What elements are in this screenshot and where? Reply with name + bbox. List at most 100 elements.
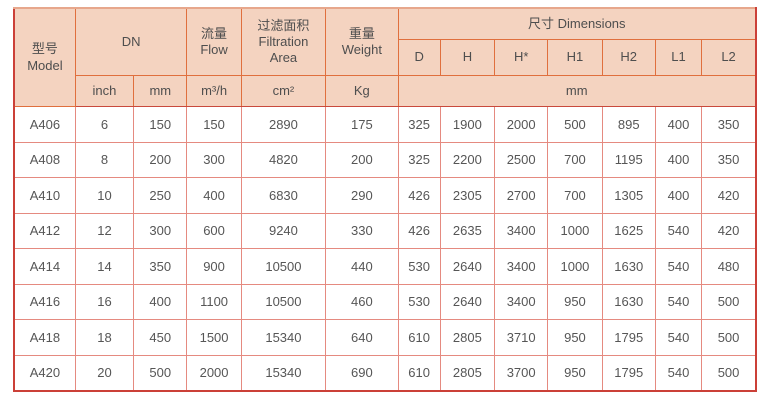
cell-h-star: 2500 [494,141,549,178]
cell-h2: 1630 [601,248,656,285]
cell-h: 2200 [439,141,496,178]
cell-h2: 1795 [601,319,656,356]
cell-h1: 950 [547,354,603,392]
cell-h1: 700 [547,141,603,178]
header-model-en: Model [27,57,63,73]
cell-weight: 460 [325,283,399,320]
unit-flow: m³/h [186,75,242,107]
header-dimensions: 尺寸 Dimensions [397,7,757,40]
cell-flow: 400 [186,177,242,214]
cell-dn-mm: 300 [133,212,188,249]
cell-filtration-area: 15340 [240,319,327,356]
header-weight-zh: 重量 [348,25,375,41]
cell-h2: 1305 [601,177,656,214]
cell-weight: 200 [325,141,399,178]
cell-dn-inch: 10 [74,177,135,214]
spec-table: 型号 Model DN 流量 Flow 过滤面积 Filtration Area… [13,7,757,392]
cell-l2: 480 [701,248,757,285]
header-col-l2: L2 [701,39,757,76]
cell-h: 1900 [439,106,496,143]
cell-dn-mm: 200 [133,141,188,178]
cell-dn-inch: 18 [74,319,135,356]
spec-table-header: 型号 Model DN 流量 Flow 过滤面积 Filtration Area… [13,7,757,107]
cell-dn-inch: 12 [74,212,135,249]
header-weight-en: Weight [341,42,382,57]
header-col-l1: L1 [654,39,703,76]
header-col-h1: H1 [547,39,603,76]
cell-h2: 1625 [601,212,656,249]
cell-l1: 400 [654,106,703,143]
cell-flow: 300 [186,141,242,178]
cell-dn-mm: 500 [133,354,188,392]
cell-h2: 1630 [601,283,656,320]
header-flow: 流量 Flow [186,7,242,76]
cell-h-star: 3400 [494,248,549,285]
cell-model: A412 [13,212,76,249]
cell-l1: 540 [654,319,703,356]
cell-model: A414 [13,248,76,285]
cell-h: 2640 [439,283,496,320]
cell-weight: 440 [325,248,399,285]
header-filtration-area: 过滤面积 Filtration Area [240,7,327,76]
cell-weight: 640 [325,319,399,356]
cell-h2: 1195 [601,141,656,178]
cell-model: A408 [13,141,76,178]
cell-l1: 400 [654,141,703,178]
cell-h1: 950 [547,283,603,320]
cell-dn-mm: 450 [133,319,188,356]
cell-l1: 540 [654,212,703,249]
cell-h: 2805 [439,354,496,392]
cell-flow: 900 [186,248,242,285]
header-model: 型号 Model [13,7,76,107]
cell-dn-mm: 350 [133,248,188,285]
unit-dim-mm: mm [397,75,757,107]
header-col-h: H [439,39,496,76]
cell-h2: 1795 [601,354,656,392]
cell-filtration-area: 9240 [240,212,327,249]
header-row-3: inch mm m³/h cm² Kg mm [14,75,757,107]
cell-l2: 420 [701,212,757,249]
cell-flow: 1500 [186,319,242,356]
cell-h: 2635 [439,212,496,249]
cell-dn-mm: 150 [133,106,188,143]
spec-table-body: A406 6 150 150 2890 175 325 1900 2000 500 895 400 35… [13,106,757,392]
cell-dn-inch: 14 [74,248,135,285]
cell-dn-mm: 250 [133,177,188,214]
cell-d: 610 [397,319,441,356]
cell-filtration-area: 2890 [240,106,327,143]
cell-d: 610 [397,354,441,392]
cell-dn-inch: 16 [74,283,135,320]
header-filtration-en-1: Filtration [258,33,309,49]
header-filtration-en-2: Area [269,50,298,66]
cell-h-star: 3700 [494,354,549,392]
header-col-h2: H2 [601,39,656,76]
cell-l1: 540 [654,283,703,320]
cell-l2: 500 [701,319,757,356]
cell-model: A420 [13,354,76,392]
table-row: A412 12 300 600 9240 330 426 2635 3400 1000 1625 54… [13,212,757,249]
cell-d: 530 [397,248,441,285]
table-row: A406 6 150 150 2890 175 325 1900 2000 500 895 400 35… [13,106,757,143]
cell-h-star: 3710 [494,319,549,356]
unit-weight: Kg [325,75,399,107]
cell-l2: 420 [701,177,757,214]
cell-h-star: 3400 [494,283,549,320]
cell-dn-mm: 400 [133,283,188,320]
cell-flow: 150 [186,106,242,143]
cell-filtration-area: 4820 [240,141,327,178]
header-col-d: D [397,39,441,76]
cell-weight: 330 [325,212,399,249]
cell-d: 325 [397,106,441,143]
header-flow-en: Flow [200,42,228,57]
cell-h1: 950 [547,319,603,356]
header-col-h-star: H* [494,39,549,76]
table-row: A416 16 400 1100 10500 460 530 2640 3400 950 1630 5… [13,283,757,320]
cell-model: A410 [13,177,76,214]
header-row-1: 型号 Model DN 流量 Flow 过滤面积 Filtration Area… [13,7,757,107]
cell-model: A418 [13,319,76,356]
spec-table-container: 型号 Model DN 流量 Flow 过滤面积 Filtration Area… [13,7,757,392]
cell-h-star: 2700 [494,177,549,214]
header-model-zh: 型号 [31,41,58,57]
table-row: A408 8 200 300 4820 200 325 2200 2500 700 1195 400 3… [13,141,757,178]
table-row: A414 14 350 900 10500 440 530 2640 3400 1000 1630 5… [13,248,757,285]
